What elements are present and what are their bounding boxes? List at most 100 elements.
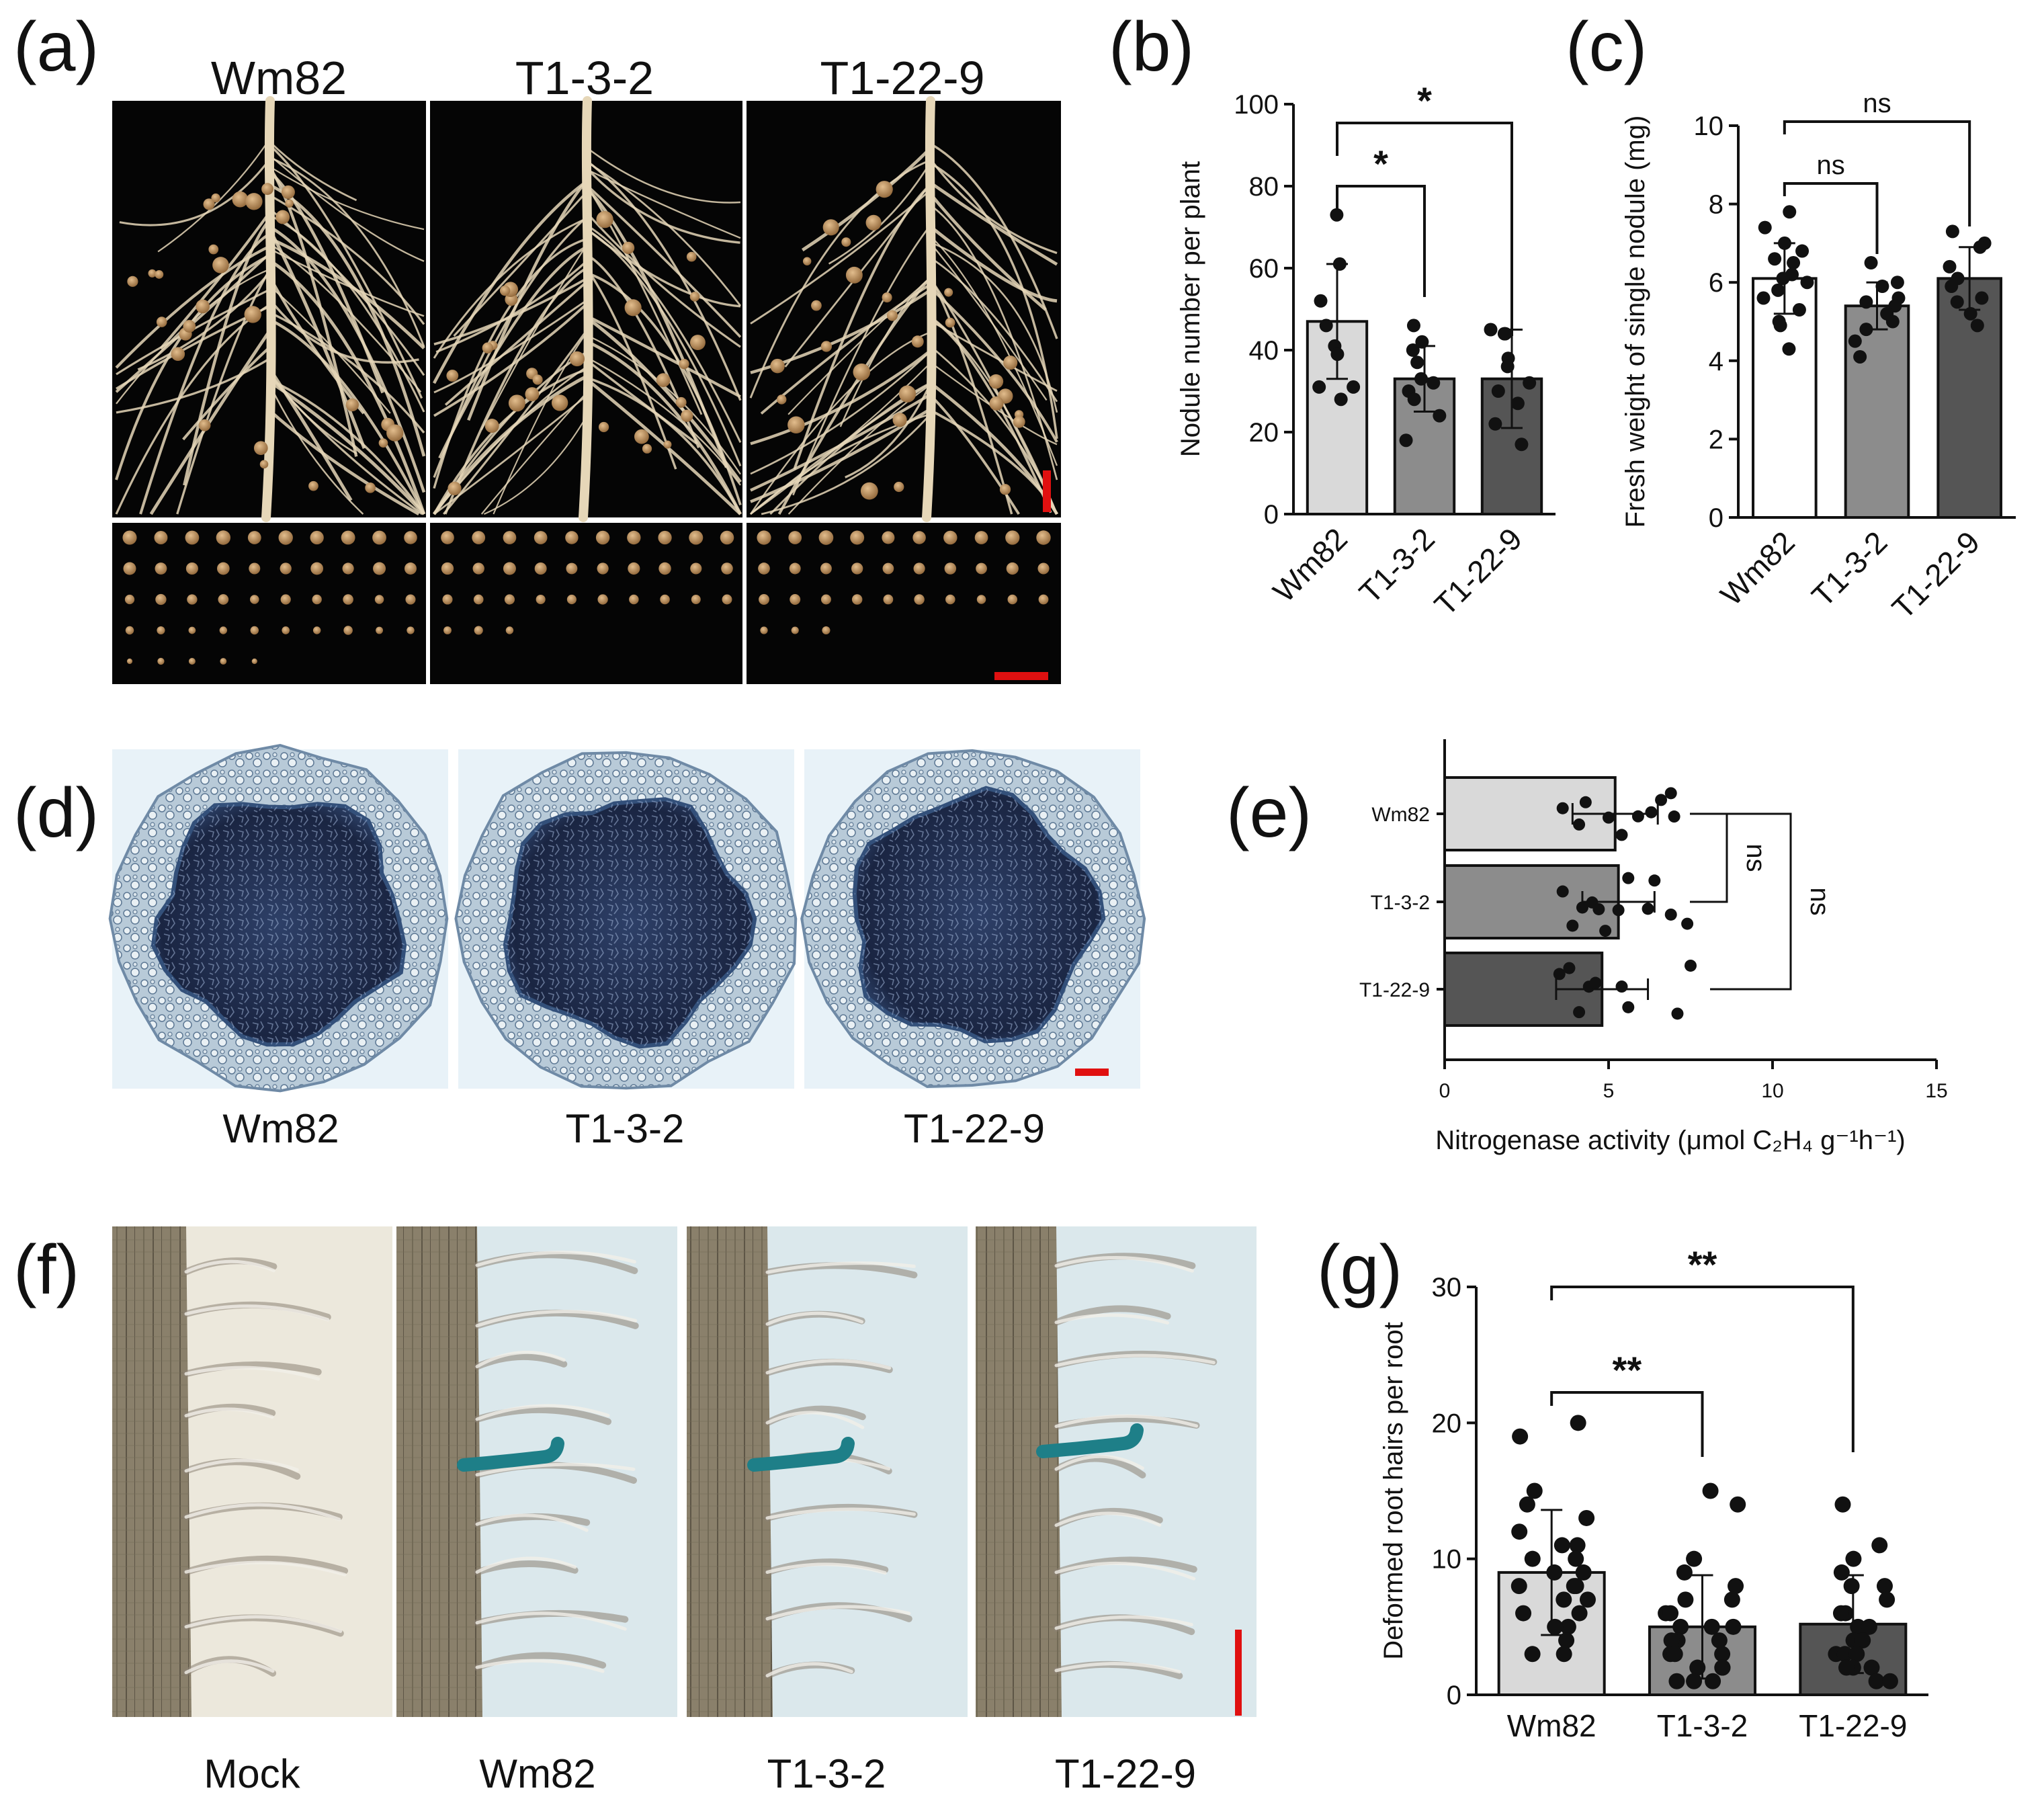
data-point	[1415, 335, 1429, 349]
nodule	[244, 306, 261, 323]
detached-nodule	[343, 626, 353, 635]
y-tick-label: 60	[1249, 254, 1279, 284]
data-point	[1848, 334, 1862, 348]
category-label: T1-3-2	[1657, 1708, 1748, 1743]
data-point	[1484, 323, 1498, 337]
root-tissue	[396, 1226, 482, 1717]
root-hair-lumen	[765, 1507, 917, 1520]
detached-nodule	[219, 626, 228, 634]
panel-d-label-wm82: Wm82	[222, 1106, 339, 1151]
lateral-root	[586, 360, 697, 445]
data-point	[1864, 256, 1878, 270]
detached-nodule	[789, 562, 801, 575]
category-label: T1-22-9	[1427, 521, 1529, 622]
detached-nodule	[976, 562, 987, 575]
lateral-root	[269, 378, 425, 515]
nodule	[211, 193, 220, 203]
data-point	[1500, 360, 1515, 374]
detached-nodule	[503, 531, 517, 544]
lateral-root	[269, 194, 425, 325]
data-point	[1664, 908, 1677, 921]
detached-nodule	[791, 626, 799, 634]
detached-nodule	[883, 594, 894, 605]
data-point	[1576, 901, 1588, 914]
panel-d-label-t1-3-2: T1-3-2	[566, 1106, 685, 1151]
data-point	[1838, 1659, 1855, 1676]
detached-nodule	[790, 594, 801, 605]
detached-nodule	[597, 562, 609, 575]
data-point	[1758, 220, 1772, 235]
root-hair-lumen	[1054, 1313, 1170, 1325]
data-point	[1875, 280, 1889, 294]
category-label: Wm82	[1371, 804, 1430, 826]
data-point	[1783, 205, 1797, 219]
nodule-cross-section	[108, 743, 449, 1093]
data-point	[1615, 829, 1628, 841]
data-point	[1787, 256, 1801, 270]
detached-nodule	[505, 626, 514, 634]
root-tissue	[687, 1226, 773, 1717]
detached-nodule	[220, 658, 227, 665]
nodule	[911, 335, 924, 348]
data-point	[1853, 349, 1867, 364]
nodule	[208, 244, 219, 255]
nodule-cross-section	[454, 751, 798, 1090]
detached-nodule	[155, 593, 167, 605]
detached-nodule	[123, 562, 136, 575]
data-point	[1703, 1618, 1720, 1635]
detached-nodule	[822, 626, 831, 635]
lateral-root	[269, 141, 357, 202]
detached-nodule	[534, 531, 548, 544]
infected-cells	[153, 804, 405, 1045]
detached-nodule	[882, 562, 894, 575]
root-system-illustration	[115, 96, 426, 665]
detached-nodule	[282, 626, 290, 634]
data-point	[1859, 323, 1873, 337]
lateral-root	[433, 217, 588, 359]
root-hair-lumen	[184, 1407, 274, 1419]
lateral-root	[480, 391, 588, 515]
category-label: Wm82	[1507, 1708, 1596, 1743]
data-point	[1510, 396, 1525, 411]
nodule	[894, 481, 904, 493]
data-point	[1662, 1605, 1679, 1622]
detached-nodule	[820, 594, 831, 605]
detached-nodule	[373, 562, 386, 575]
detached-nodule	[1007, 594, 1018, 605]
lateral-root	[268, 368, 353, 501]
panel-letter-d: (d)	[13, 774, 99, 852]
data-point	[1655, 794, 1668, 806]
lateral-root	[433, 302, 589, 417]
panel-a-label-t1-22-9: T1-22-9	[820, 52, 984, 104]
detached-nodule	[216, 562, 230, 575]
lateral-root	[930, 257, 1058, 403]
detached-nodule	[690, 562, 702, 575]
detached-nodule	[474, 626, 483, 635]
data-point	[1553, 1537, 1570, 1554]
gus-stained-root-hair	[747, 1437, 855, 1472]
data-point	[1526, 1482, 1543, 1499]
data-point	[1843, 1578, 1860, 1595]
data-point	[1672, 1618, 1689, 1635]
nodule	[508, 394, 525, 412]
y-tick-label: 0	[1709, 503, 1723, 533]
chart-g-deformed-root-hairs: (g) 0 10 20 30 Deformed root hairs per root W…	[1317, 1231, 1928, 1743]
data-point	[1676, 1564, 1693, 1581]
data-point	[1573, 818, 1586, 831]
data-point	[1312, 380, 1326, 394]
data-point	[1589, 976, 1602, 989]
nodule	[345, 398, 359, 412]
root-hair-lumen	[184, 1560, 347, 1577]
significance-bracket	[1690, 812, 1728, 903]
nodule	[634, 429, 649, 444]
nodule	[569, 351, 585, 367]
data-point	[1592, 903, 1605, 915]
detached-nodule	[312, 594, 322, 605]
root-hair-lumen	[1054, 1615, 1193, 1630]
root-hair-lumen	[765, 1411, 865, 1429]
nodule	[689, 292, 700, 302]
micrograph	[976, 1226, 1257, 1717]
category-label: Wm82	[1266, 521, 1354, 609]
detached-nodule	[218, 594, 229, 605]
data-point	[1771, 283, 1785, 297]
